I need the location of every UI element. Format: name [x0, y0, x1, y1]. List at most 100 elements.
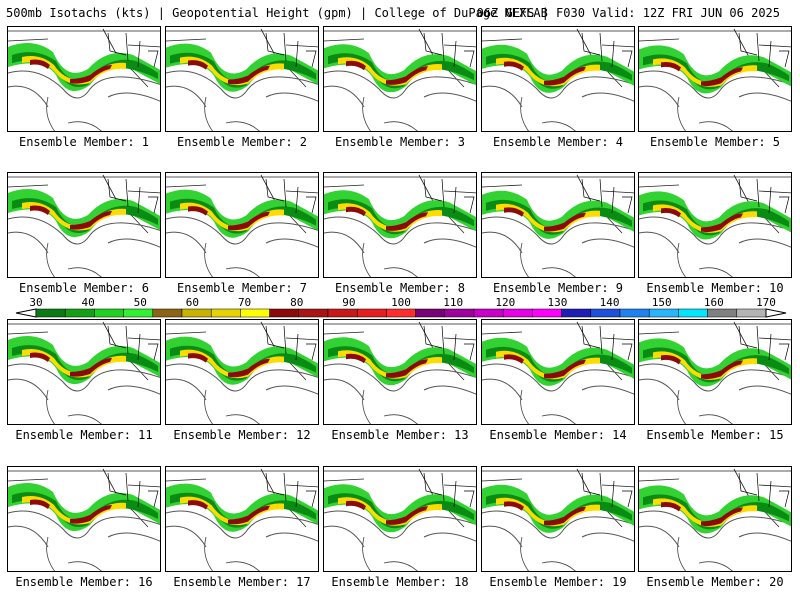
- colorbar-tick-label: 70: [238, 297, 251, 309]
- ensemble-member-label: Ensemble Member: 18: [331, 575, 469, 589]
- colorbar-swatch: [502, 308, 533, 318]
- colorbar-swatch: [619, 308, 650, 318]
- colorbar-tick-label: 140: [600, 297, 620, 309]
- colorbar-swatch: [678, 308, 708, 318]
- isotach-map: [482, 321, 634, 424]
- colorbar-tick-label: 160: [704, 297, 724, 309]
- ensemble-member-map: [638, 26, 792, 132]
- isotach-map: [8, 28, 160, 131]
- ensemble-member-map: [481, 26, 635, 132]
- ensemble-member-label: Ensemble Member: 5: [649, 135, 781, 149]
- colorbar-tick-label: 110: [443, 297, 463, 309]
- ensemble-member-map: [481, 172, 635, 278]
- colorbar-swatch: [152, 308, 183, 318]
- ensemble-member-label: Ensemble Member: 4: [492, 135, 624, 149]
- isotach-map: [482, 174, 634, 277]
- ensemble-member-map: [165, 466, 319, 572]
- colorbar-swatch: [240, 308, 270, 318]
- colorbar-swatch: [298, 308, 329, 318]
- map-title: 500mb Isotachs (kts) | Geopotential Heig…: [6, 6, 548, 20]
- ensemble-member-map: [7, 26, 161, 132]
- ensemble-member-map: [638, 319, 792, 425]
- ensemble-member-map: [323, 466, 477, 572]
- colorbar-tick-label: 170: [756, 297, 776, 309]
- colorbar-swatch: [94, 308, 124, 318]
- isotach-map: [166, 174, 318, 277]
- colorbar-swatch: [736, 308, 767, 318]
- ensemble-member-map: [638, 172, 792, 278]
- colorbar-swatch: [444, 308, 475, 318]
- colorbar-swatch: [35, 308, 66, 318]
- colorbar-tick-label: 80: [290, 297, 303, 309]
- colorbar-swatch: [123, 308, 154, 318]
- isotach-colorbar: 30 40 50 60 70 80 90 100 110 120 130 140 150 160 170: [15, 297, 787, 318]
- ensemble-member-map: [7, 466, 161, 572]
- colorbar-tick-label: 90: [342, 297, 355, 309]
- isotach-map: [324, 28, 476, 131]
- colorbar-swatch: [590, 308, 621, 318]
- isotach-map: [166, 321, 318, 424]
- isotach-map: [8, 468, 160, 571]
- ensemble-member-map: [323, 172, 477, 278]
- ensemble-member-label: Ensemble Member: 2: [176, 135, 308, 149]
- isotach-map: [482, 468, 634, 571]
- isotach-map: [324, 321, 476, 424]
- isotach-map: [639, 321, 791, 424]
- ensemble-member-map: [165, 172, 319, 278]
- colorbar-tick-label: 50: [134, 297, 147, 309]
- colorbar-swatch: [473, 308, 504, 318]
- ensemble-member-label: Ensemble Member: 16: [15, 575, 153, 589]
- ensemble-member-label: Ensemble Member: 11: [15, 428, 153, 442]
- isotach-map: [8, 321, 160, 424]
- ensemble-member-map: [638, 466, 792, 572]
- isotach-map: [639, 174, 791, 277]
- ensemble-member-label: Ensemble Member: 13: [331, 428, 469, 442]
- ensemble-member-label: Ensemble Member: 19: [489, 575, 627, 589]
- isotach-map: [639, 28, 791, 131]
- colorbar-swatch: [181, 308, 212, 318]
- run-info: 06Z GEFS | F030 Valid: 12Z FRI JUN 06 20…: [476, 6, 780, 20]
- colorbar-swatch: [64, 308, 95, 318]
- ensemble-member-map: [165, 26, 319, 132]
- colorbar-tick-label: 150: [652, 297, 672, 309]
- colorbar-swatch: [327, 308, 358, 318]
- colorbar-left-arrow: [15, 308, 37, 318]
- ensemble-member-label: Ensemble Member: 15: [646, 428, 784, 442]
- ensemble-member-label: Ensemble Member: 7: [176, 281, 308, 295]
- isotach-map: [324, 174, 476, 277]
- colorbar-tick-label: 60: [186, 297, 199, 309]
- colorbar-swatch: [386, 308, 416, 318]
- ensemble-member-label: Ensemble Member: 12: [173, 428, 311, 442]
- ensemble-member-map: [165, 319, 319, 425]
- colorbar-swatch: [561, 308, 592, 318]
- ensemble-member-map: [481, 466, 635, 572]
- colorbar-tick-label: 30: [29, 297, 42, 309]
- colorbar-swatch: [532, 308, 562, 318]
- isotach-map: [166, 468, 318, 571]
- isotach-map: [8, 174, 160, 277]
- colorbar-tick-label: 40: [82, 297, 95, 309]
- colorbar-swatch: [210, 308, 241, 318]
- ensemble-member-map: [7, 172, 161, 278]
- ensemble-member-label: Ensemble Member: 1: [18, 135, 150, 149]
- ensemble-member-map: [323, 26, 477, 132]
- isotach-map: [324, 468, 476, 571]
- colorbar-tick-label: 100: [391, 297, 411, 309]
- colorbar-swatch: [269, 308, 300, 318]
- ensemble-member-label: Ensemble Member: 9: [492, 281, 624, 295]
- ensemble-member-label: Ensemble Member: 17: [173, 575, 311, 589]
- ensemble-member-map: [7, 319, 161, 425]
- ensemble-member-label: Ensemble Member: 6: [18, 281, 150, 295]
- isotach-map: [639, 468, 791, 571]
- ensemble-member-label: Ensemble Member: 3: [334, 135, 466, 149]
- colorbar-swatch: [648, 308, 679, 318]
- ensemble-member-map: [481, 319, 635, 425]
- map-header: 500mb Isotachs (kts) | Geopotential Heig…: [0, 0, 800, 22]
- ensemble-member-label: Ensemble Member: 8: [334, 281, 466, 295]
- colorbar-swatch: [707, 308, 738, 318]
- ensemble-member-map: [323, 319, 477, 425]
- ensemble-member-label: Ensemble Member: 20: [646, 575, 784, 589]
- colorbar-tick-label: 120: [495, 297, 515, 309]
- colorbar-swatch: [356, 308, 387, 318]
- colorbar-tick-label: 130: [547, 297, 567, 309]
